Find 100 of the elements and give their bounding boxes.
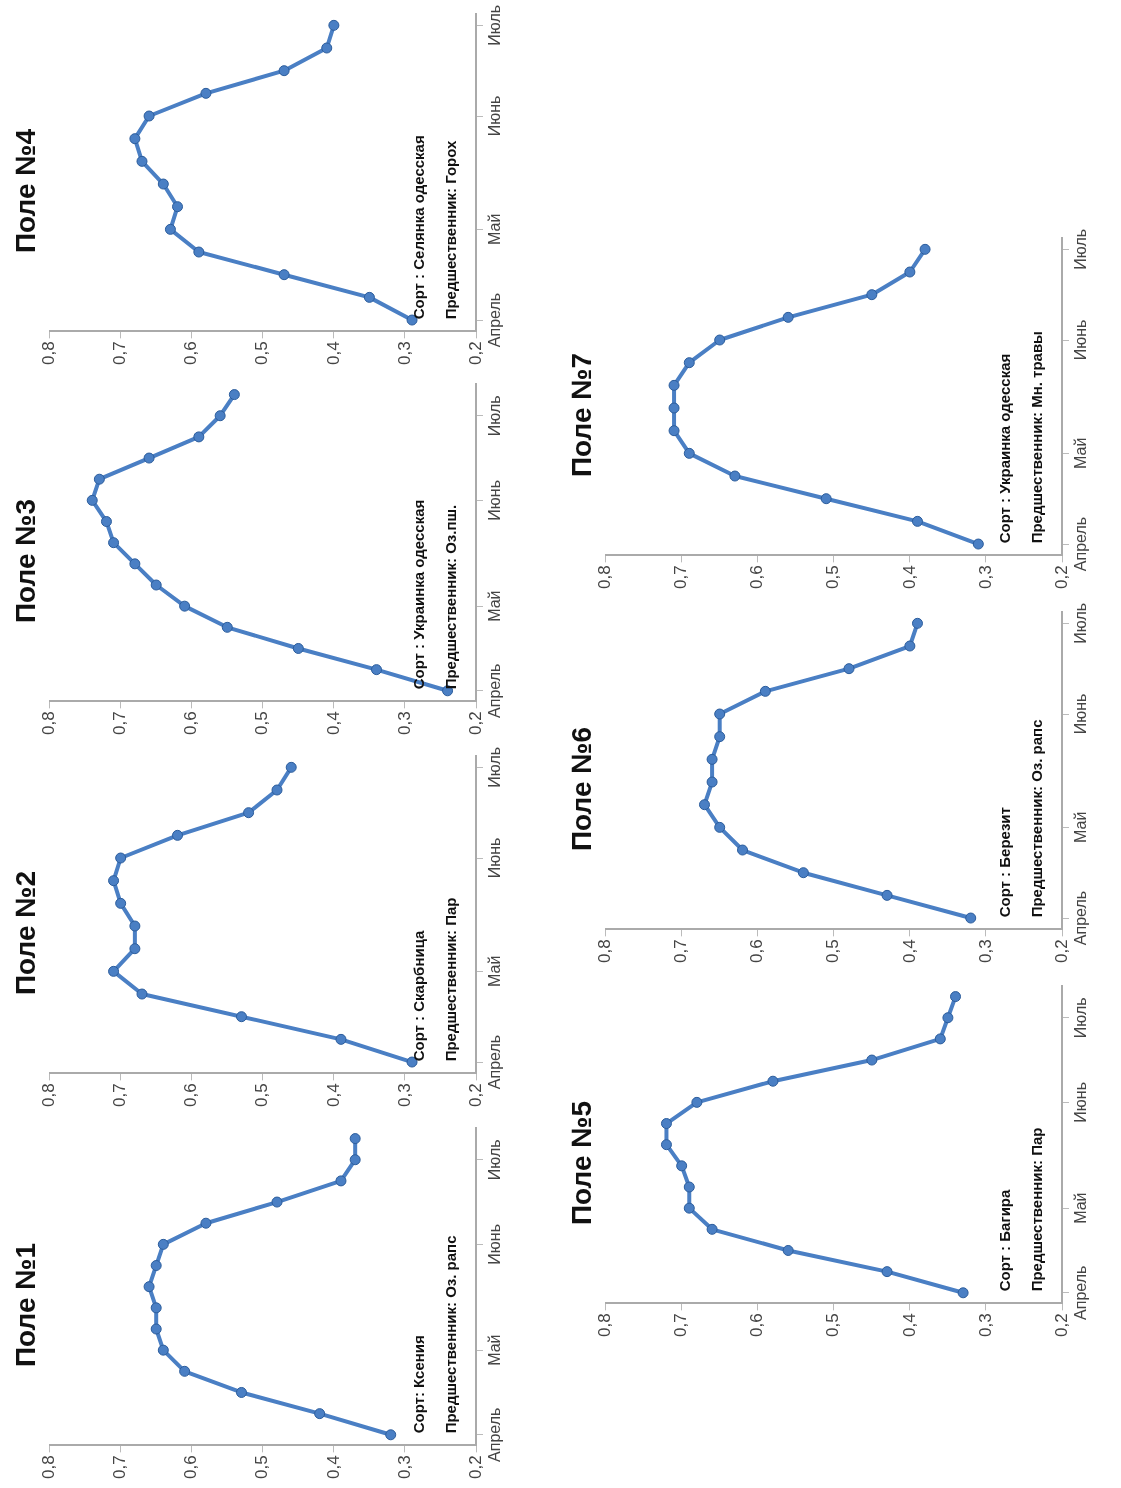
annotation: Предшественник: Оз. рапс [1028, 719, 1045, 918]
x-tick-label: 0,6 [747, 565, 767, 590]
point [214, 410, 226, 422]
x-tick-label: 0,7 [110, 1083, 130, 1108]
point [683, 1202, 695, 1214]
x-tick-label: 0,8 [595, 1313, 615, 1338]
y-tick-label: Июнь [486, 1224, 504, 1265]
point [714, 334, 726, 346]
point [767, 1075, 779, 1087]
annotation: Предшественник: Оз.пш. [442, 504, 459, 690]
point [737, 844, 749, 856]
annotation: Предшественник: Пар [1028, 1127, 1045, 1292]
x-tick-label: 0,6 [181, 341, 201, 366]
point [235, 1011, 247, 1023]
point [172, 829, 184, 841]
point [200, 1217, 212, 1229]
point [271, 1196, 283, 1208]
point [328, 19, 340, 31]
y-tick-label: Июль [1072, 602, 1090, 644]
point [157, 1344, 169, 1356]
point [150, 1260, 162, 1272]
point [714, 731, 726, 743]
x-tick-label: 0,8 [39, 1083, 59, 1108]
annotation: Предшественник: Пар [442, 897, 459, 1062]
x-tick-label: 0,8 [39, 711, 59, 736]
x-tick-label: 0,5 [823, 1313, 843, 1338]
annotation: Сорт: Ксения [410, 1335, 427, 1434]
text: Поле №1 [9, 1242, 41, 1368]
point [714, 821, 726, 833]
x-tick-label: 0,7 [110, 341, 130, 366]
x-tick-label: 0,5 [252, 711, 272, 736]
x-tick-label: 0,8 [39, 1455, 59, 1480]
x-tick-label: 0,3 [975, 939, 995, 964]
x-tick-label: 0,5 [252, 1455, 272, 1480]
point [660, 1118, 672, 1130]
y-tick-label: Май [1072, 437, 1090, 470]
x-tick-label: 0,5 [252, 1083, 272, 1108]
point [683, 447, 695, 459]
point [115, 897, 127, 909]
point [714, 708, 726, 720]
point [881, 1266, 893, 1278]
point [660, 1139, 672, 1151]
x-tick-label: 0,3 [394, 1455, 414, 1480]
point [942, 1012, 954, 1024]
x-tick-label: 0,3 [394, 711, 414, 736]
point [271, 784, 283, 796]
y-tick-label: Июнь [1072, 693, 1090, 735]
y-tick-label: Апрель [1072, 516, 1090, 572]
x-tick-label: 0,7 [110, 711, 130, 736]
point [129, 133, 141, 145]
point [243, 807, 255, 819]
y-tick-label: Апрель [486, 663, 504, 718]
x-tick-label: 0,6 [181, 1083, 201, 1108]
point [150, 1323, 162, 1335]
y-tick-label: Май [1072, 811, 1090, 844]
point [200, 87, 212, 99]
point [193, 246, 205, 258]
point [108, 875, 120, 887]
point [706, 753, 718, 765]
x-tick-label: 0,2 [1051, 565, 1071, 590]
annotation: Сорт : Березит [996, 807, 1013, 918]
x-tick-label: 0,7 [110, 1455, 130, 1480]
point [363, 291, 375, 303]
point [100, 516, 112, 528]
point [228, 389, 240, 401]
point [108, 537, 120, 549]
point [972, 538, 984, 550]
point [136, 988, 148, 1000]
x-tick-label: 0,6 [181, 1455, 201, 1480]
y-tick-label: Июнь [1072, 1082, 1090, 1123]
x-tick-label: 0,5 [252, 341, 272, 366]
y-tick-label: Май [486, 590, 504, 622]
point [706, 776, 718, 788]
point [919, 243, 931, 255]
point [335, 1175, 347, 1187]
point [314, 1408, 326, 1420]
y-tick-label: Май [486, 955, 504, 988]
point [164, 223, 176, 235]
point [881, 889, 893, 901]
x-tick-label: 0,7 [671, 939, 691, 964]
point [911, 617, 923, 629]
annotation: Сорт : Украинка одесская [410, 499, 427, 690]
point [957, 1287, 969, 1299]
point [668, 402, 680, 414]
point [221, 621, 233, 633]
point [683, 357, 695, 369]
x-tick-label: 0,7 [671, 1313, 691, 1338]
x-tick-label: 0,3 [975, 565, 995, 590]
point [143, 110, 155, 122]
y-tick-label: Июль [486, 1139, 504, 1181]
annotation: Сорт : Украинка одесская [996, 353, 1013, 544]
point [278, 65, 290, 77]
point [150, 579, 162, 591]
y-tick-label: Июль [1072, 228, 1090, 270]
y-tick-label: Июнь [486, 837, 504, 879]
point [698, 799, 710, 811]
point [136, 155, 148, 167]
x-tick-label: 0,8 [595, 565, 615, 590]
annotation: Сорт : Багира [996, 1188, 1013, 1292]
point [349, 1133, 361, 1145]
